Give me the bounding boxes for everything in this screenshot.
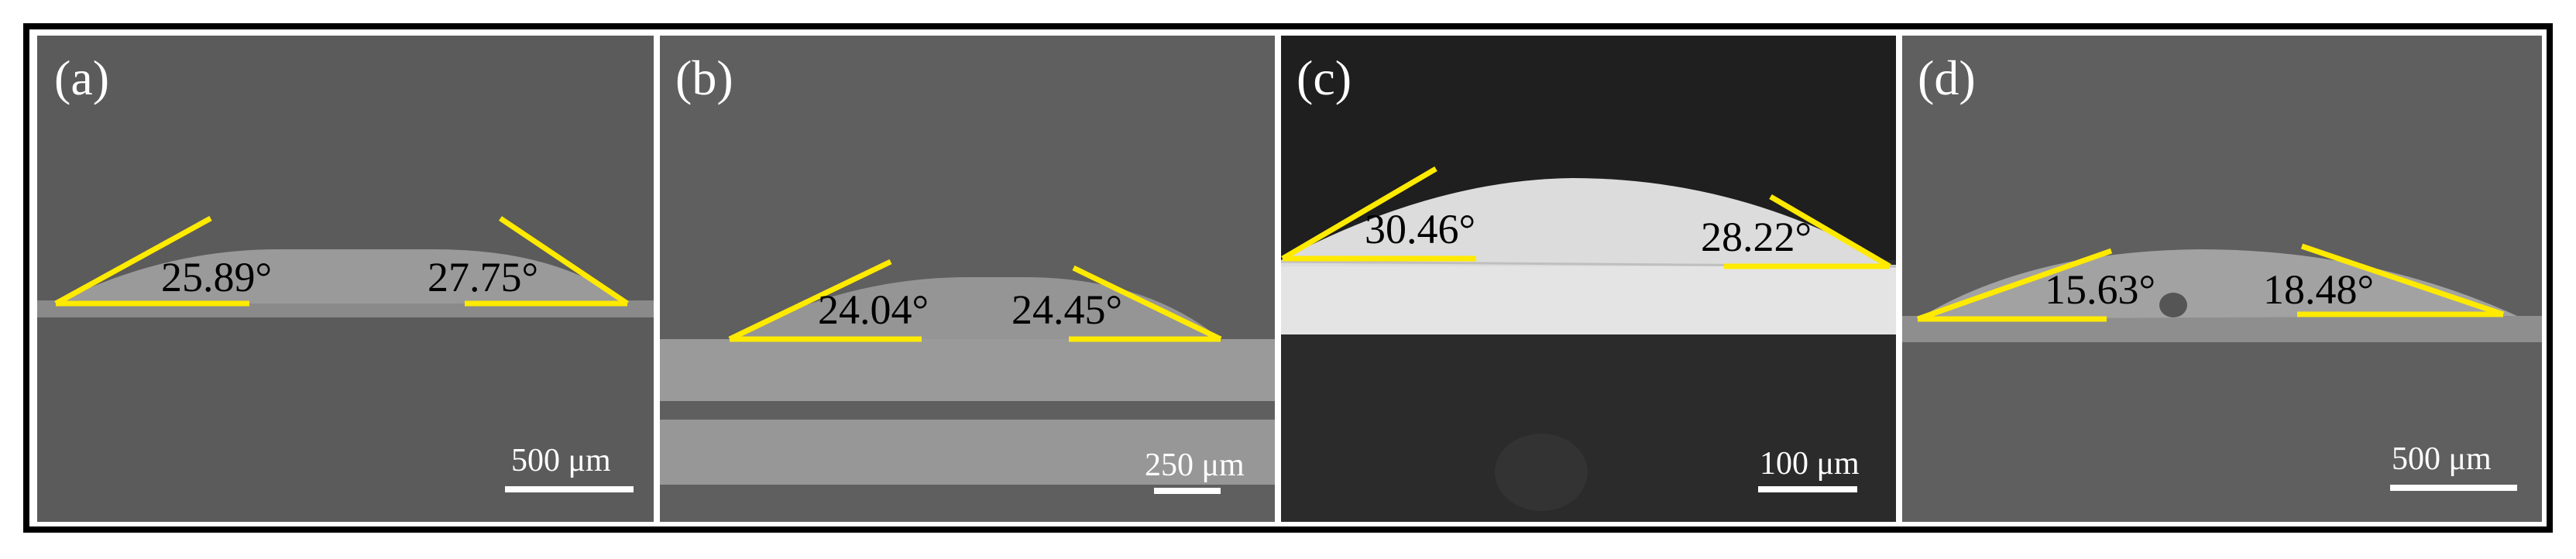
panel-a-left-tangent (54, 215, 212, 307)
panel-c-scale-bar (1758, 486, 1857, 492)
panel-b-left-angle: 24.04° (818, 286, 929, 333)
panel-a-label: (a) (54, 50, 109, 105)
panel-d-left-angle: 15.63° (2045, 266, 2155, 313)
panel-c-droplet (1281, 178, 1893, 266)
panel-d-scale-bar (2390, 485, 2517, 491)
panel-d-right-angle: 18.48° (2263, 266, 2374, 313)
panel-c-right-tangent (1769, 194, 1891, 269)
panel-d: (d) 15.63° 18.48° 500 μm (1902, 36, 2542, 522)
panel-a-left-angle: 25.89° (161, 254, 272, 300)
panel-b-right-tangent (1072, 265, 1222, 342)
panel-b-scale-label: 250 μm (1145, 448, 1245, 483)
panel-c-scale-label: 100 μm (1760, 446, 1860, 482)
panel-b: (b) 24.04° 24.45° 250 μm (660, 36, 1275, 522)
panel-c-blur-spot (1495, 434, 1588, 511)
panel-a-right-angle: 27.75° (428, 254, 538, 300)
panel-a: (a) 25.89° 27.75° 500 μm (37, 36, 654, 522)
panel-a-droplet (56, 249, 627, 304)
panel-b-gap-1 (660, 401, 1275, 420)
panel-b-left-tangent (728, 259, 892, 342)
panel-d-label: (d) (1918, 50, 1976, 105)
panel-c-substrate (1281, 265, 1896, 334)
panel-c-left-tangent (1281, 166, 1437, 262)
panel-a-scale-label: 500 μm (511, 443, 611, 478)
panel-a-right-tangent (499, 216, 629, 306)
panel-b-layer-2 (660, 420, 1275, 485)
panel-c: (c) 30.46° 28.22° 100 μm (1280, 36, 1897, 522)
panel-d-left-tangent (1916, 248, 2113, 322)
panel-c-right-angle: 28.22° (1701, 214, 1812, 260)
panel-a-scale-bar (505, 486, 634, 492)
panel-d-bubble (2159, 293, 2187, 317)
panel-b-layer-1 (660, 339, 1275, 401)
panel-d-scale-label: 500 μm (2392, 441, 2492, 477)
panel-b-droplet (730, 277, 1221, 339)
panel-c-left-angle: 30.46° (1365, 206, 1475, 252)
panel-d-right-tangent (2300, 243, 2505, 317)
panel-b-label: (b) (675, 50, 733, 105)
panel-c-label: (c) (1297, 50, 1352, 105)
panel-b-right-angle: 24.45° (1012, 286, 1122, 333)
panel-b-scale-bar (1154, 488, 1221, 494)
